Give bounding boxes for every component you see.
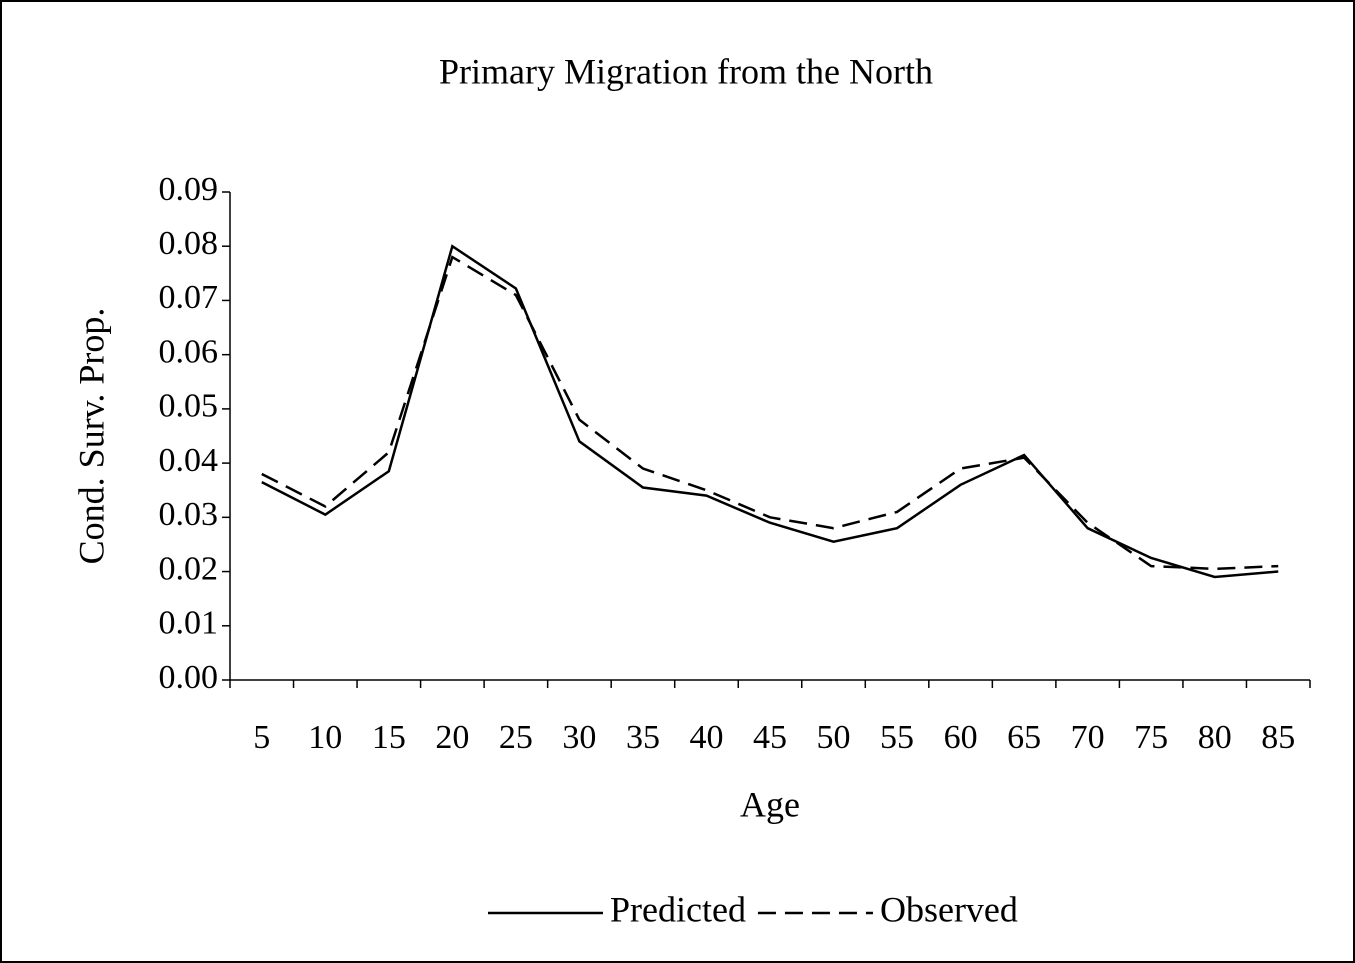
y-tick-label: 0.04 xyxy=(159,442,219,479)
x-tick-label: 65 xyxy=(1007,719,1041,756)
y-tick-label: 0.06 xyxy=(159,333,219,370)
y-tick-label: 0.05 xyxy=(159,388,219,425)
y-tick-label: 0.02 xyxy=(159,550,219,587)
x-axis-label: Age xyxy=(740,784,800,824)
y-tick-label: 0.00 xyxy=(159,659,219,696)
x-tick-label: 40 xyxy=(689,719,723,756)
legend-label: Observed xyxy=(880,889,1018,929)
y-tick-label: 0.03 xyxy=(159,496,219,533)
x-tick-label: 80 xyxy=(1198,719,1232,756)
line-series xyxy=(261,255,1279,571)
x-tick-label: 60 xyxy=(944,719,978,756)
x-tick-label: 35 xyxy=(626,719,660,756)
x-tick-label: 70 xyxy=(1071,719,1105,756)
x-tick-label: 25 xyxy=(499,719,533,756)
x-tick-label: 85 xyxy=(1261,719,1295,756)
x-tick-label: 30 xyxy=(562,719,596,756)
y-axis-label: Cond. Surv. Prop. xyxy=(71,308,111,565)
x-tick-label: 55 xyxy=(880,719,914,756)
y-tick-label: 0.01 xyxy=(159,605,219,642)
x-tick-label: 75 xyxy=(1134,719,1168,756)
x-tick-label: 45 xyxy=(753,719,787,756)
x-tick-label: 5 xyxy=(253,719,270,756)
x-tick-label: 10 xyxy=(308,719,342,756)
y-tick-label: 0.07 xyxy=(159,279,219,316)
legend-label: Predicted xyxy=(610,889,746,929)
chart-title: Primary Migration from the North xyxy=(439,51,933,91)
x-tick-label: 15 xyxy=(372,719,406,756)
x-tick-label: 20 xyxy=(435,719,469,756)
y-tick-label: 0.09 xyxy=(159,171,219,208)
y-tick-label: 0.08 xyxy=(159,225,219,262)
x-tick-label: 50 xyxy=(817,719,851,756)
